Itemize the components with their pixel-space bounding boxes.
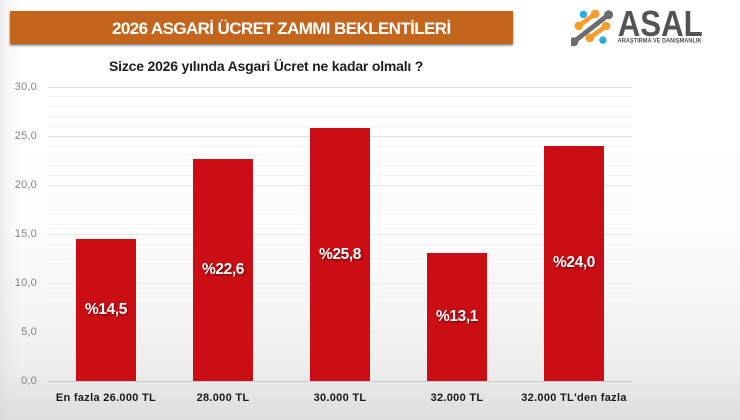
svg-text:ASAL: ASAL — [618, 6, 703, 44]
svg-text:ARAŞTIRMA VE DANIŞMANLIK: ARAŞTIRMA VE DANIŞMANLIK — [618, 38, 702, 45]
